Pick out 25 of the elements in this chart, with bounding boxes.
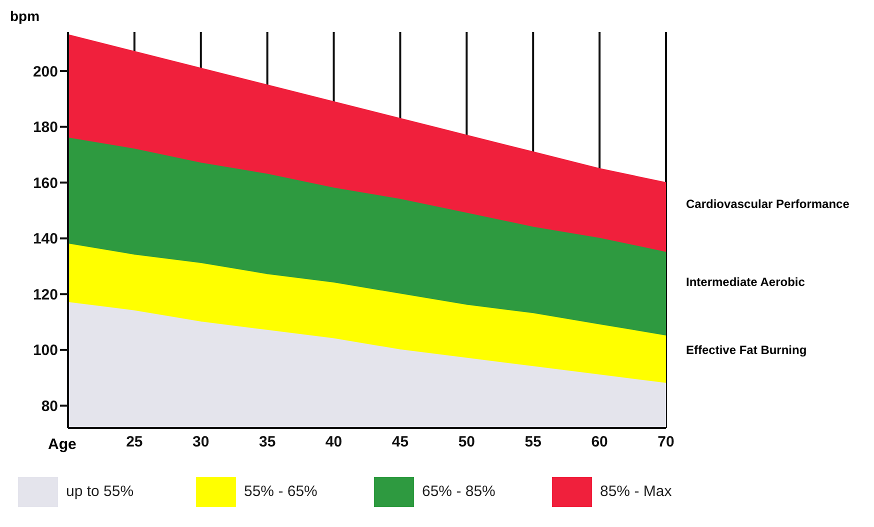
legend-label: 55% - 65% xyxy=(244,482,318,500)
x-tick-label: 70 xyxy=(658,434,674,451)
y-tick-label: 100 xyxy=(32,342,58,360)
text: Cardiovascular Performance xyxy=(686,197,850,211)
y-axis-title: bpm xyxy=(10,8,40,24)
x-tick-label: 60 xyxy=(591,434,608,451)
y-tick-label: 160 xyxy=(32,174,58,192)
legend-label: 65% - 85% xyxy=(422,482,496,500)
y-tick-label: 120 xyxy=(32,286,58,304)
text: Intermediate Aerobic xyxy=(686,275,806,289)
y-tick-label: 180 xyxy=(32,119,58,136)
y-tick-label: 200 xyxy=(32,63,58,80)
legend-label: 85% - Max xyxy=(600,482,673,500)
x-tick-label: 35 xyxy=(258,434,276,451)
x-tick-label: 50 xyxy=(458,434,476,451)
x-tick-label: 25 xyxy=(126,434,143,451)
x-axis-title: Age xyxy=(48,436,76,453)
x-tick-label: 40 xyxy=(325,434,342,451)
text: Effective Fat Burning xyxy=(686,343,808,357)
x-tick-label: 45 xyxy=(392,434,409,451)
y-tick-label: 140 xyxy=(32,230,58,248)
x-tick-label: 55 xyxy=(524,434,542,451)
y-tick-label: 80 xyxy=(41,398,58,416)
legend-label: up to 55% xyxy=(66,482,135,500)
x-tick-label: 30 xyxy=(192,434,210,451)
